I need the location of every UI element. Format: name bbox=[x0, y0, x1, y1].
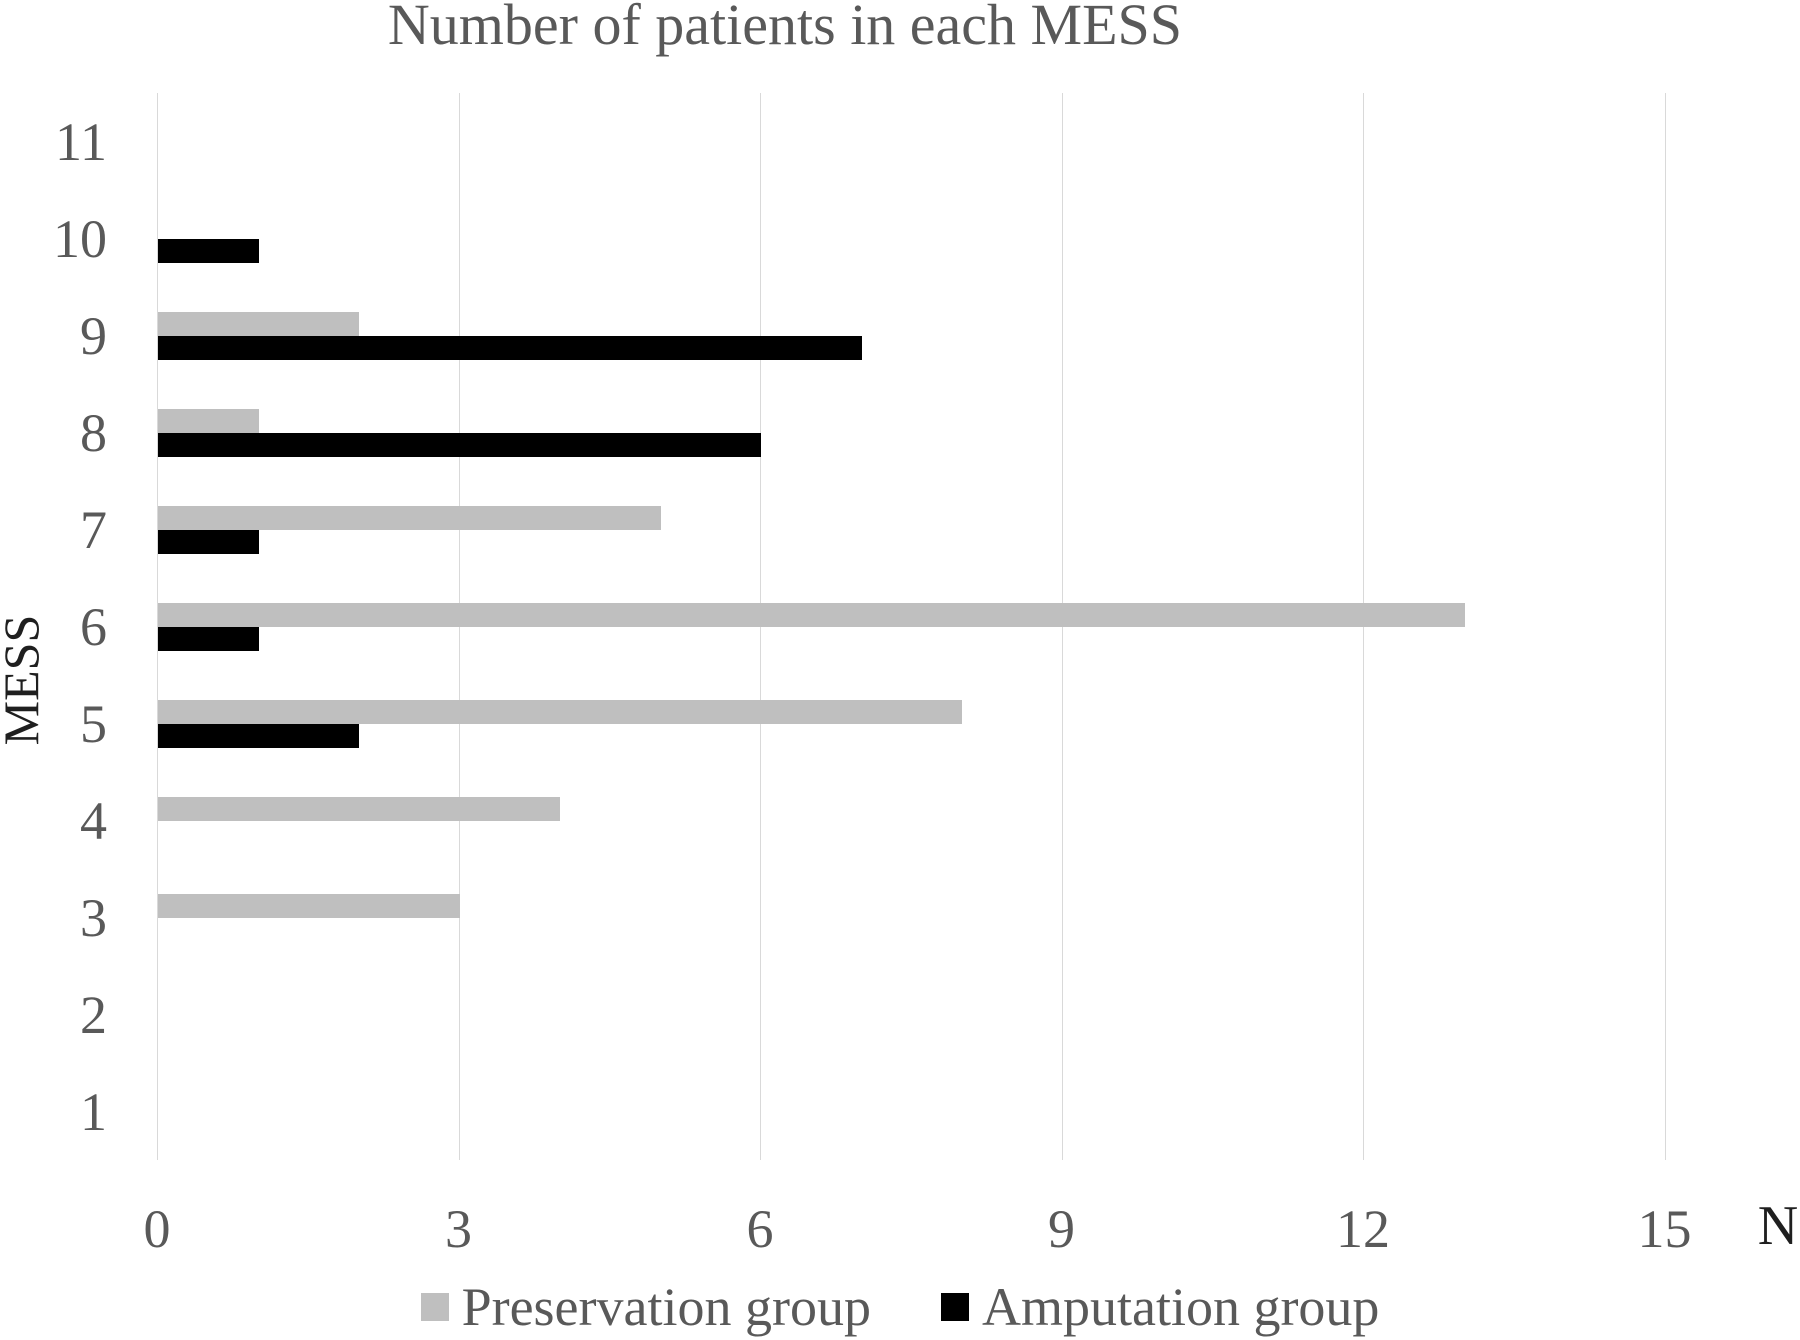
gridline-x-3 bbox=[458, 93, 460, 1160]
bar-amputation-group-mess-8 bbox=[158, 432, 761, 457]
bar-preservation-group-mess-3 bbox=[158, 893, 460, 918]
legend-label-amputation-group: Amputation group bbox=[981, 1277, 1380, 1337]
y-tick-label-7: 7 bbox=[80, 499, 107, 560]
bar-amputation-group-mess-7 bbox=[158, 529, 259, 554]
category-axis-line bbox=[157, 93, 158, 1160]
y-tick-label-10: 10 bbox=[53, 208, 107, 269]
y-tick-label-4: 4 bbox=[80, 790, 107, 851]
y-tick-label-11: 11 bbox=[55, 111, 107, 172]
y-tick-label-9: 9 bbox=[80, 305, 107, 366]
legend-label-preservation-group: Preservation group bbox=[461, 1277, 871, 1337]
bar-preservation-group-mess-7 bbox=[158, 505, 661, 530]
x-axis-title: N bbox=[1757, 1195, 1799, 1257]
bar-amputation-group-mess-6 bbox=[158, 626, 259, 651]
y-tick-label-1: 1 bbox=[80, 1081, 107, 1142]
bar-preservation-group-mess-5 bbox=[158, 699, 962, 724]
legend-swatch-preservation-group bbox=[420, 1293, 449, 1321]
legend: Preservation group Amputation group bbox=[0, 1276, 1800, 1338]
legend-item-amputation-group: Amputation group bbox=[940, 1276, 1380, 1338]
y-tick-label-6: 6 bbox=[80, 596, 107, 657]
legend-item-preservation-group: Preservation group bbox=[420, 1276, 871, 1338]
x-tick-label-9: 9 bbox=[1048, 1199, 1075, 1259]
bar-preservation-group-mess-4 bbox=[158, 796, 560, 821]
chart-title: Number of patients in each MESS bbox=[387, 0, 1183, 57]
gridline-x-12 bbox=[1363, 93, 1364, 1160]
bar-preservation-group-mess-6 bbox=[158, 602, 1465, 627]
y-tick-label-8: 8 bbox=[80, 402, 107, 463]
legend-swatch-amputation-group bbox=[940, 1293, 969, 1321]
y-tick-label-5: 5 bbox=[80, 693, 107, 754]
bar-amputation-group-mess-10 bbox=[158, 238, 259, 263]
x-tick-label-3: 3 bbox=[445, 1199, 472, 1259]
bar-preservation-group-mess-8 bbox=[158, 408, 259, 433]
x-tick-label-12: 12 bbox=[1336, 1199, 1390, 1259]
y-tick-label-3: 3 bbox=[80, 887, 107, 948]
y-tick-label-2: 2 bbox=[80, 984, 107, 1045]
bar-amputation-group-mess-5 bbox=[158, 723, 359, 748]
bar-preservation-group-mess-9 bbox=[158, 311, 359, 336]
x-tick-label-0: 0 bbox=[143, 1199, 171, 1259]
x-tick-label-6: 6 bbox=[746, 1199, 774, 1259]
y-axis-title: MESS bbox=[0, 614, 49, 746]
bar-amputation-group-mess-9 bbox=[158, 335, 862, 360]
gridline-x-6 bbox=[760, 93, 761, 1160]
x-tick-label-15: 15 bbox=[1637, 1199, 1692, 1259]
gridline-x-15 bbox=[1664, 93, 1666, 1160]
gridline-x-9 bbox=[1061, 93, 1063, 1160]
